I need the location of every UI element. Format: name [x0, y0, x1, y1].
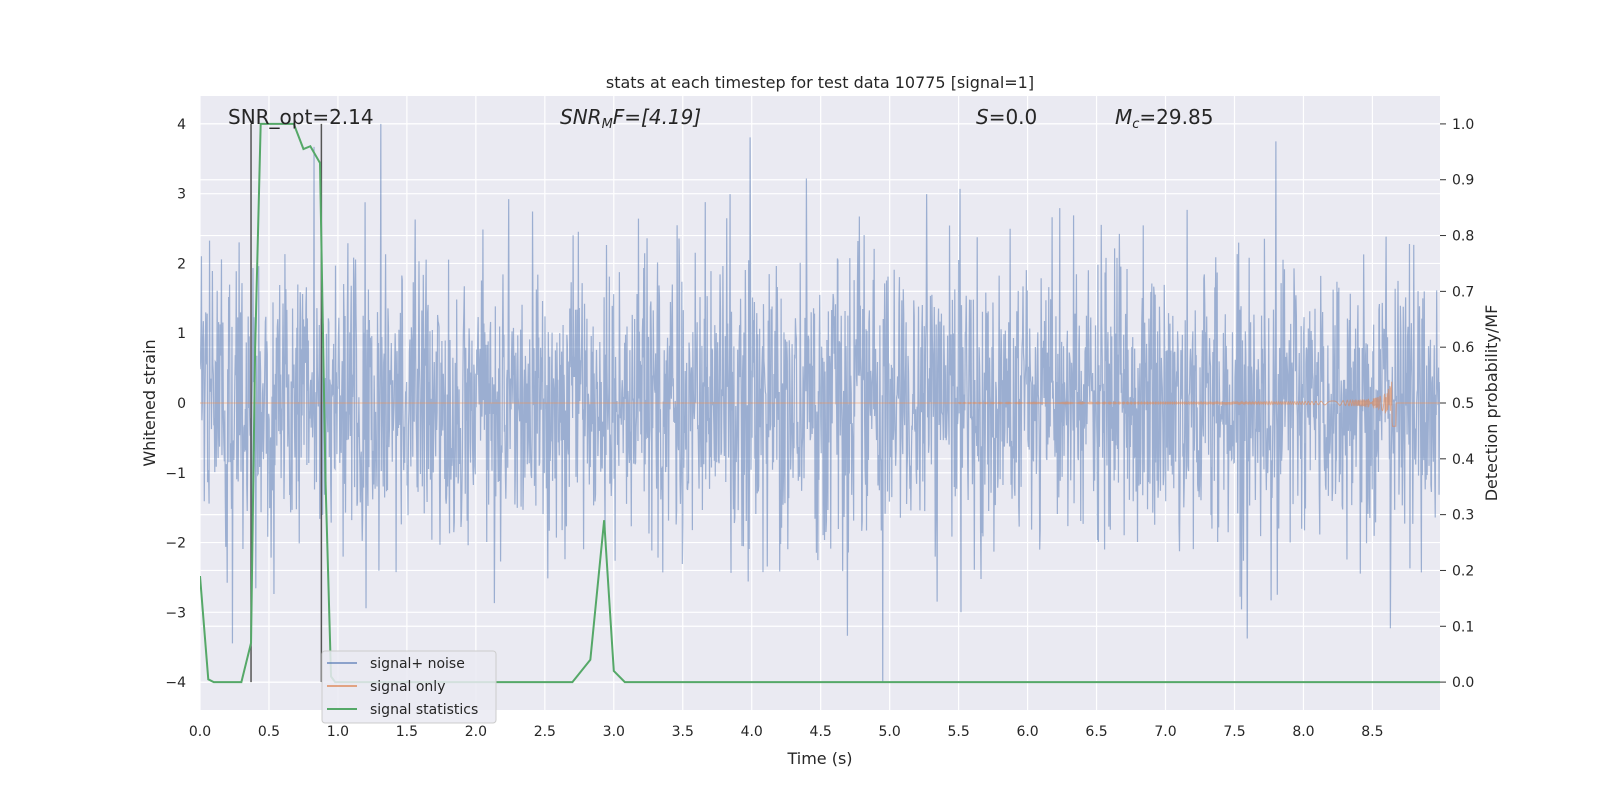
- y-tick-label: −4: [165, 675, 186, 691]
- x-tick-labels: 0.0 0.5 1.0 1.5 2.0 2.5 3.0 3.5 4.0 4.5 5.0 5.5 6.0 6…: [189, 724, 1384, 740]
- y-right-tick-label: 0.2: [1452, 563, 1474, 579]
- mc-value: =29.85: [1139, 105, 1213, 129]
- y-right-tick-label: 0.5: [1452, 396, 1474, 412]
- snr-mf-sub: M: [602, 117, 613, 132]
- y-tick-label: −2: [165, 536, 186, 552]
- s-label: S: [976, 105, 989, 129]
- x-tick-label: 6.5: [1085, 724, 1107, 740]
- chart-title: stats at each timestep for test data 107…: [606, 73, 1034, 92]
- x-tick-label: 1.5: [396, 724, 418, 740]
- annotation-s: S=0.0: [976, 105, 1037, 129]
- series-signal-statistics: [200, 122, 1440, 684]
- y-tick-label: 4: [177, 117, 186, 133]
- legend-label-signal: signal only: [370, 679, 445, 695]
- x-tick-label: 3.5: [672, 724, 694, 740]
- x-tick-label: 5.0: [879, 724, 901, 740]
- y-tick-labels: −4 −3 −2 −1 0 1 2 3 4: [165, 117, 186, 691]
- x-tick-label: 4.0: [741, 724, 763, 740]
- series-signal-noise: [200, 123, 1440, 683]
- y-axis-right-label: Detection probability/MF: [1482, 305, 1501, 502]
- y-right-tick-label: 0.9: [1452, 173, 1474, 189]
- y-right-tick-label: 0.0: [1452, 675, 1474, 691]
- y-tick-label: 1: [177, 326, 186, 342]
- x-tick-label: 8.5: [1361, 724, 1383, 740]
- s-value: =0.0: [989, 105, 1038, 129]
- y-axis-label: Whitened strain: [140, 339, 159, 466]
- legend-label-stats: signal statistics: [370, 702, 478, 718]
- y-right-tick-label: 0.8: [1452, 229, 1474, 245]
- legend-box: [321, 650, 497, 724]
- x-tick-label: 3.0: [603, 724, 625, 740]
- x-tick-label: 7.5: [1223, 724, 1245, 740]
- y-right-tick-label: 0.4: [1452, 452, 1474, 468]
- x-tick-label: 6.0: [1016, 724, 1038, 740]
- legend: signal+ noise signal only signal statist…: [321, 650, 497, 724]
- y-right-tick-label: 0.6: [1452, 340, 1474, 356]
- y-right-tick-label: 1.0: [1452, 117, 1474, 133]
- x-tick-label: 4.5: [810, 724, 832, 740]
- annotation-snr-mf: SNRMF=[4.19]: [560, 105, 701, 132]
- x-tick-label: 7.0: [1154, 724, 1176, 740]
- x-tick-label: 2.0: [465, 724, 487, 740]
- legend-label-noise: signal+ noise: [370, 656, 465, 672]
- y-tick-label: 3: [177, 187, 186, 203]
- x-tick-label: 0.5: [258, 724, 280, 740]
- series-signal-only: [200, 381, 1440, 427]
- y-right-tick-labels: 0.0 0.1 0.2 0.3 0.4 0.5 0.6 0.7 0.8 0.9 1.0: [1452, 117, 1474, 691]
- y-tick-label: −3: [165, 605, 186, 621]
- mc-sub: c: [1132, 117, 1139, 132]
- x-axis-label: Time (s): [786, 749, 852, 768]
- annotation-mc: Mc=29.85: [1115, 105, 1213, 132]
- snr-mf-suffix: F=[4.19]: [613, 105, 701, 129]
- x-tick-label: 5.5: [947, 724, 969, 740]
- x-tick-label: 2.5: [534, 724, 556, 740]
- y-tick-label: −1: [165, 466, 186, 482]
- y-right-tick-label: 0.7: [1452, 284, 1474, 300]
- x-tick-label: 8.0: [1292, 724, 1314, 740]
- mc-label: M: [1115, 105, 1132, 129]
- x-tick-label: 0.0: [189, 724, 211, 740]
- snr-mf-prefix: SNR: [560, 105, 602, 129]
- annotation-snr-opt: SNR_opt=2.14: [228, 105, 374, 129]
- y-tick-label: 2: [177, 256, 186, 272]
- y-right-tick-label: 0.1: [1452, 619, 1474, 635]
- y-tick-label: 0: [177, 396, 186, 412]
- x-tick-label: 1.0: [327, 724, 349, 740]
- y-right-tick-label: 0.3: [1452, 508, 1474, 524]
